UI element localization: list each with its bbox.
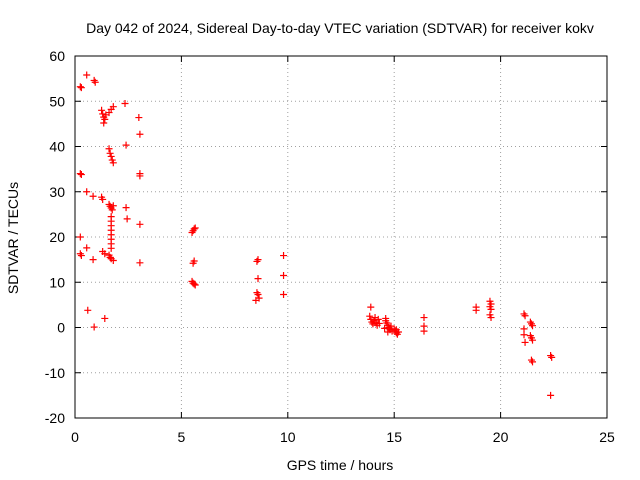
x-axis-label: GPS time / hours [287,457,394,473]
tick-labels: 0 5 10 15 20 25 -20 -10 0 10 20 30 40 50 60 [45,48,615,445]
data-point [91,78,99,86]
data-point [83,71,91,79]
y-tick-label: 60 [49,48,65,64]
data-point [77,252,85,260]
data-point [420,327,428,335]
data-point [89,192,97,200]
data-point [136,259,144,267]
data-point [280,252,288,260]
data-point [366,312,374,320]
data-point [109,159,117,167]
data-point [135,114,143,122]
data-point [191,281,199,289]
y-tick-label: 50 [49,93,65,109]
y-tick-label: 10 [49,274,65,290]
data-point [99,195,107,203]
data-point [280,290,288,298]
data-point [122,141,130,149]
data-point [374,315,382,323]
data-point [381,324,389,332]
data-point [529,322,537,330]
data-point [83,244,91,252]
data-point [369,320,377,328]
data-point [83,188,91,196]
y-axis-label: SDTVAR / TECUs [5,182,21,294]
data-point [101,314,109,322]
y-tick-label: 0 [57,320,65,336]
x-tick-label: 0 [71,429,79,445]
data-point [76,170,84,178]
data-point [108,206,116,214]
data-point [191,224,199,232]
x-tick-label: 25 [599,429,615,445]
data-point [254,290,262,298]
data-point [280,271,288,279]
data-point [101,115,109,123]
data-point [76,233,84,241]
data-point [107,244,115,252]
y-tick-label: 40 [49,139,65,155]
data-point [254,275,262,283]
data-point [109,257,117,265]
x-tick-label: 5 [178,429,186,445]
data-point [521,312,529,320]
data-point [384,328,392,336]
y-tick-label: 30 [49,184,65,200]
plot-frame [74,55,608,419]
data-point [520,331,528,339]
data-point [487,305,495,313]
data-point [547,391,555,399]
data-point [136,130,144,138]
data-points [76,71,556,399]
data-point [89,256,97,264]
y-tick-label: -20 [45,410,65,426]
data-point [106,149,114,157]
data-point [77,171,85,179]
data-point [136,172,144,180]
data-point [520,325,528,333]
y-tick-label: -10 [45,365,65,381]
data-point [548,353,556,361]
x-tick-label: 20 [493,429,509,445]
data-point [107,152,115,160]
data-point [136,220,144,228]
data-point [529,358,537,366]
data-point [109,202,117,210]
data-point [100,119,108,127]
x-tick-label: 10 [280,429,296,445]
chart-title: Day 042 of 2024, Sidereal Day-to-day VTE… [86,20,594,36]
data-point [98,106,106,114]
data-point [121,100,129,108]
data-point [106,253,114,261]
x-tick-label: 15 [386,429,402,445]
data-point [90,323,98,331]
data-point [101,250,109,258]
data-point [472,306,480,314]
data-point [367,303,375,311]
data-point [420,314,428,322]
data-point [76,83,84,91]
data-point [99,110,107,118]
data-point [190,257,198,265]
data-point [382,314,390,322]
data-point [392,326,400,334]
data-point [84,306,92,314]
data-point [190,225,198,233]
data-point [254,256,262,264]
data-point [521,338,529,346]
data-point [105,145,113,153]
grid-lines [75,56,607,418]
data-point [109,103,117,111]
y-tick-label: 20 [49,229,65,245]
data-point [190,280,198,288]
data-point [123,215,131,223]
data-point [529,336,537,344]
data-point [77,84,85,92]
data-point [375,319,383,327]
data-point [487,314,495,322]
data-point [252,296,260,304]
data-point [122,204,130,212]
